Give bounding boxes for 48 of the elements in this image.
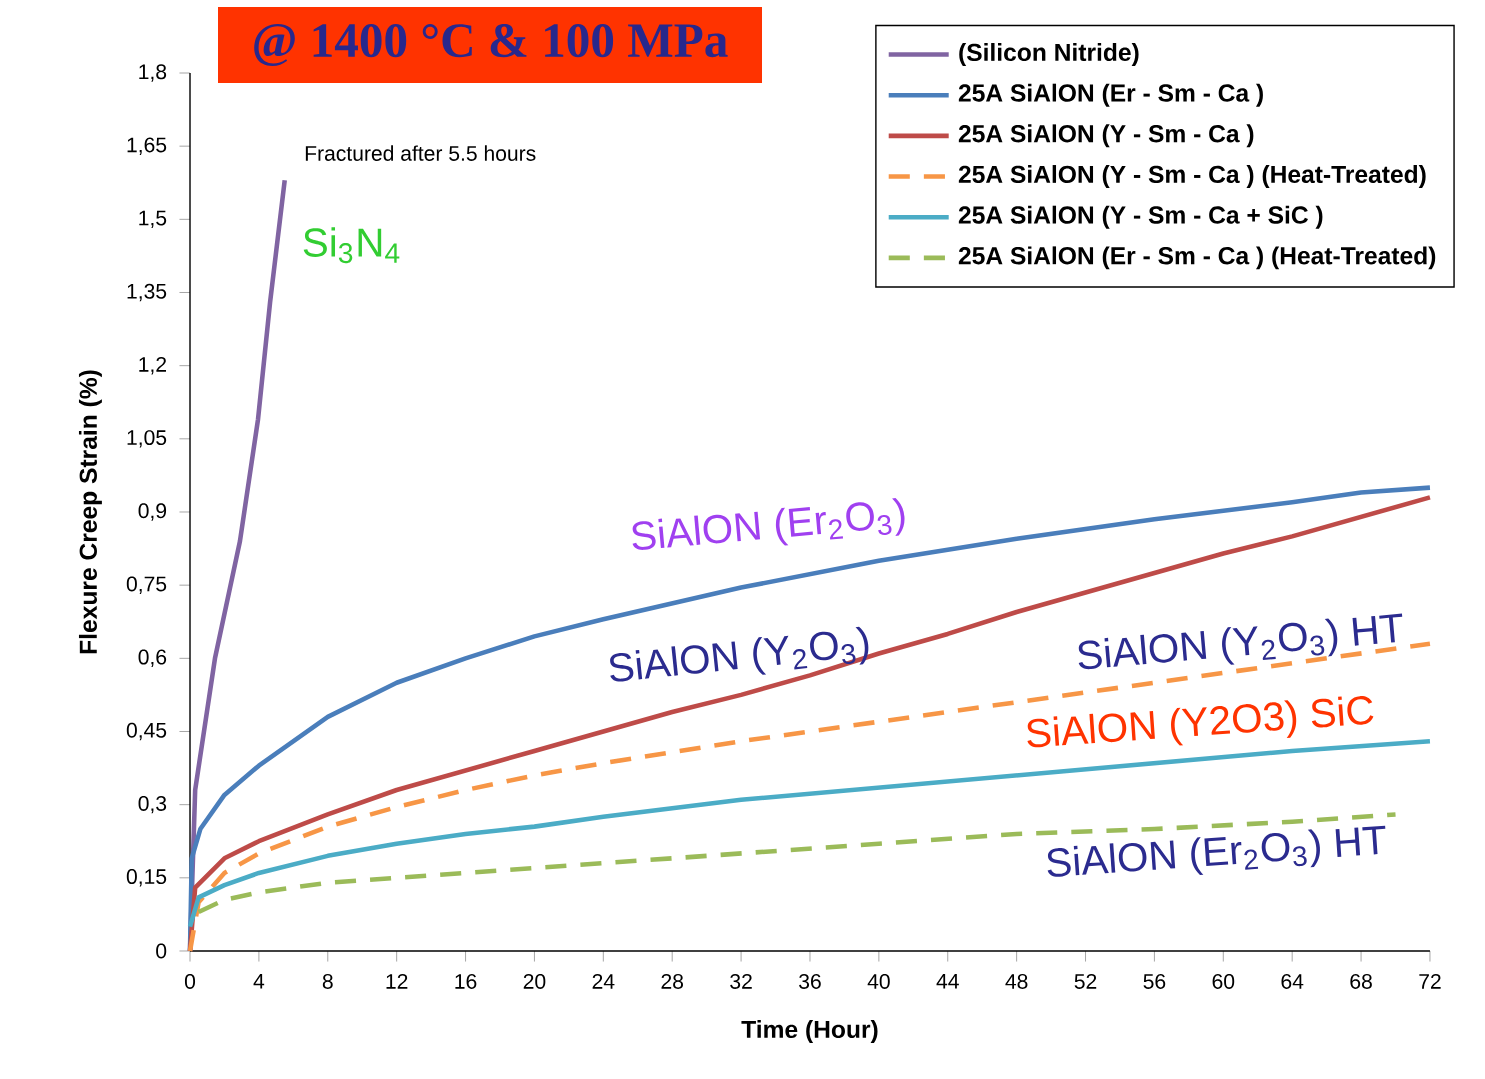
x-tick-label: 32 (730, 973, 752, 989)
y-tick-label: 1,65 (127, 137, 167, 155)
x-tick-label: 44 (936, 973, 959, 989)
x-tick-label: 16 (455, 973, 477, 989)
x-tick-label: 72 (1419, 973, 1441, 989)
x-tick-label: 52 (1074, 973, 1097, 989)
x-tick-label: 0 (184, 973, 196, 989)
x-tick-label: 20 (523, 973, 546, 989)
y-tick-label: 1,2 (139, 356, 167, 375)
y-tick-label: 0,75 (126, 576, 167, 594)
annotation: SiAlON (Y$_{2}$O$_{3}$) HT (1078, 613, 1403, 670)
annotation: SiAlON (Y2O3) SiC (1027, 696, 1374, 748)
legend-label: 25A SiAlON (Y - Sm - Ca ) (Heat-Treated) (958, 165, 1426, 188)
y-tick-label: 1,05 (127, 430, 167, 448)
annotation: SiAlON (Er$_{2}$O$_{3}$) (632, 498, 905, 550)
y-tick-label: 0 (156, 943, 167, 959)
legend-label: 25A SiAlON (Er - Sm - Ca ) (958, 83, 1263, 107)
legend-label: (Silicon Nitride) (959, 43, 1139, 66)
x-tick-label: 64 (1281, 973, 1304, 989)
x-tick-label: 40 (867, 973, 890, 989)
y-tick-label: 0,6 (138, 649, 167, 668)
x-axis-title: Time (Hour) (741, 1020, 878, 1043)
y-axis-title: Flexure Creep Strain (%) (78, 370, 102, 654)
x-tick-label: 60 (1212, 973, 1235, 989)
x-tick-label: 36 (799, 973, 821, 989)
legend-label: 25A SiAlON (Y - Sm - Ca + SiC ) (958, 205, 1323, 229)
legend-label: 25A SiAlON (Y - Sm - Ca ) (958, 124, 1254, 148)
legend-label: 25A SiAlON (Er - Sm - Ca ) (Heat-Treated) (958, 246, 1436, 270)
y-tick-label: 1,35 (127, 283, 167, 302)
y-tick-label: 0,15 (126, 869, 167, 887)
annotation: SiAlON (Y$_{2}$O$_{3}$) (610, 626, 869, 682)
x-tick-label: 56 (1143, 973, 1166, 989)
x-tick-label: 68 (1350, 973, 1372, 989)
y-tick-label: 0,45 (126, 722, 167, 741)
x-tick-label: 8 (322, 973, 333, 989)
x-tick-label: 24 (592, 973, 615, 989)
y-tick-label: 1,8 (139, 64, 167, 82)
y-tick-label: 0,9 (138, 503, 167, 521)
y-tick-label: 0,3 (138, 795, 167, 814)
annotation: Si$_{3}$N$_{4}$ (303, 227, 400, 264)
chart-title: @ 1400 °C & 100 MPa (254, 23, 728, 67)
x-tick-label: 12 (386, 973, 408, 989)
x-tick-label: 28 (661, 973, 684, 989)
annotation: Fractured after 5.5 hours (305, 145, 536, 161)
annotation: SiAlON (Er$_{2}$O$_{3}$) HT (1047, 825, 1386, 877)
x-tick-label: 4 (253, 973, 265, 989)
y-tick-label: 1,5 (139, 210, 167, 228)
x-tick-label: 48 (1005, 973, 1028, 989)
